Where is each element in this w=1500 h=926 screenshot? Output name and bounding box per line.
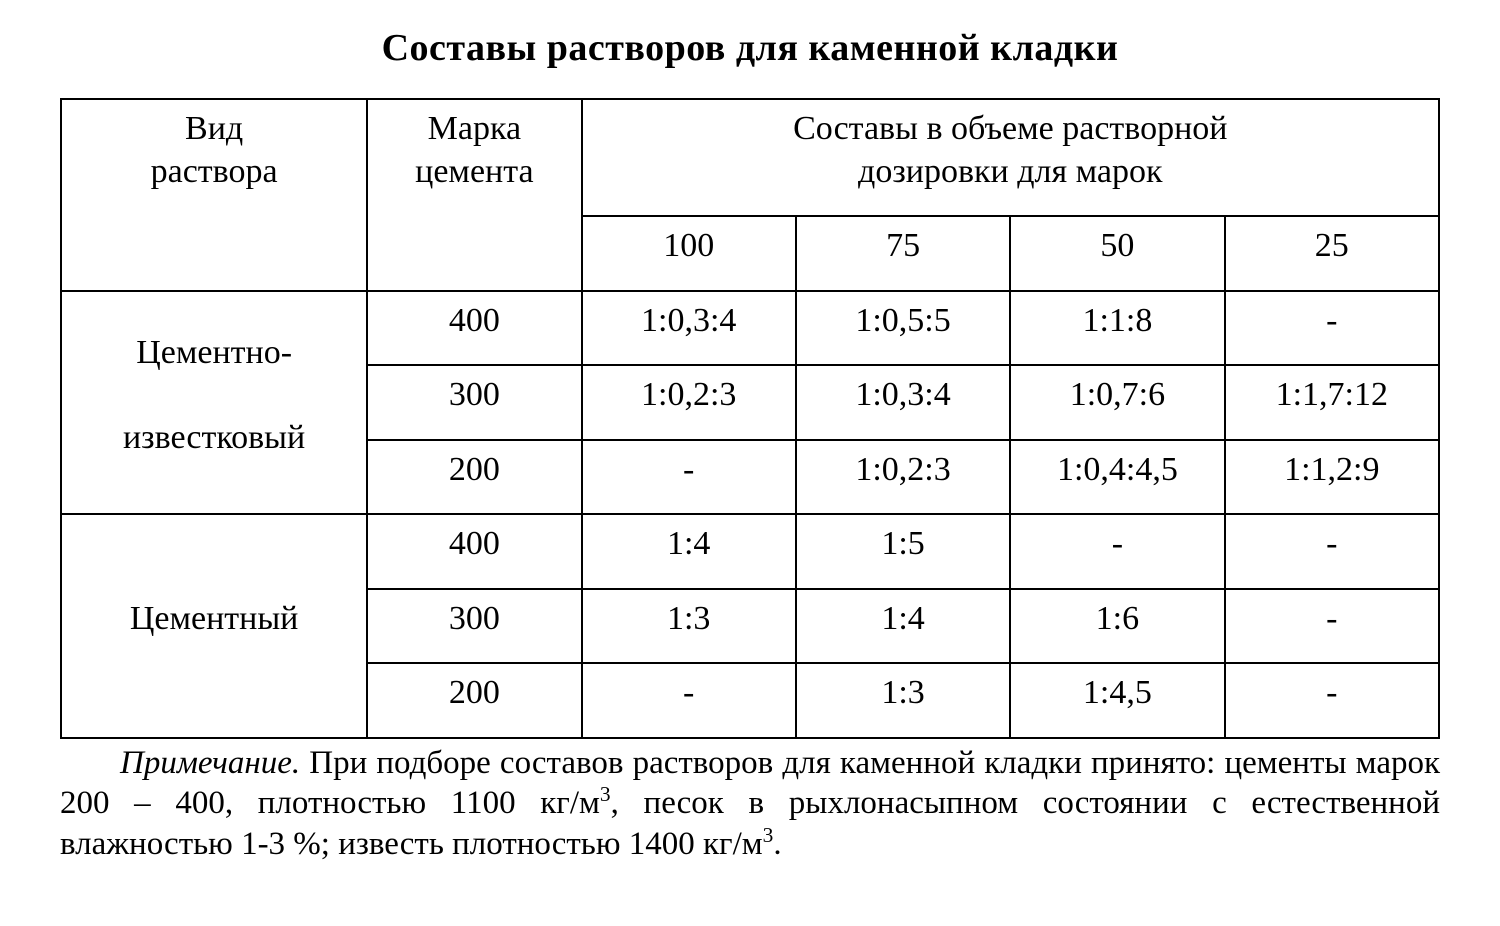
cell-grade: 300 [367, 365, 581, 440]
cell-mix: - [1225, 291, 1439, 366]
document-page: Составы растворов для каменной кладки Ви… [0, 0, 1500, 926]
cell-mix: 1:3 [582, 589, 796, 664]
cell-mix: - [1225, 663, 1439, 738]
cell-mix: - [582, 440, 796, 515]
cell-mix: 1:0,4:4,5 [1010, 440, 1224, 515]
footnote-sup: 3 [600, 782, 611, 806]
table-row: Цементный 400 1:4 1:5 - - [61, 514, 1439, 589]
footnote-label: Примечание. [120, 745, 300, 781]
footnote: Примечание. При подборе составов раствор… [60, 745, 1440, 864]
cell-mix: 1:4,5 [1010, 663, 1224, 738]
header-grade-50: 50 [1010, 216, 1224, 291]
table-row: Цементно- известковый 400 1:0,3:4 1:0,5:… [61, 291, 1439, 366]
header-mix-group: Составы в объеме растворнойдозировки для… [582, 99, 1439, 216]
mortar-table: Видраствора Маркацемента Составы в объем… [60, 98, 1440, 739]
footnote-sup: 3 [763, 823, 774, 847]
header-grade-25: 25 [1225, 216, 1439, 291]
cell-mix: 1:1:8 [1010, 291, 1224, 366]
cell-mix: 1:1,2:9 [1225, 440, 1439, 515]
cell-mix: 1:0,2:3 [796, 440, 1010, 515]
cell-grade: 400 [367, 291, 581, 366]
cell-mix: - [1225, 589, 1439, 664]
cell-grade: 300 [367, 589, 581, 664]
cell-mix: 1:1,7:12 [1225, 365, 1439, 440]
header-cement-grade: Маркацемента [367, 99, 581, 291]
cell-mix: 1:0,5:5 [796, 291, 1010, 366]
cell-mix: - [1010, 514, 1224, 589]
type-cell: Цементный [61, 514, 367, 738]
table-body: Цементно- известковый 400 1:0,3:4 1:0,5:… [61, 291, 1439, 738]
cell-mix: 1:4 [796, 589, 1010, 664]
footnote-text: . [773, 826, 781, 862]
cell-mix: 1:5 [796, 514, 1010, 589]
header-grade-75: 75 [796, 216, 1010, 291]
cell-grade: 400 [367, 514, 581, 589]
cell-grade: 200 [367, 663, 581, 738]
cell-mix: 1:0,2:3 [582, 365, 796, 440]
table-header: Видраствора Маркацемента Составы в объем… [61, 99, 1439, 291]
cell-mix: 1:6 [1010, 589, 1224, 664]
cell-grade: 200 [367, 440, 581, 515]
type-cell: Цементно- известковый [61, 291, 367, 515]
header-type: Видраствора [61, 99, 367, 291]
cell-mix: 1:4 [582, 514, 796, 589]
cell-mix: 1:0,3:4 [582, 291, 796, 366]
cell-mix: 1:3 [796, 663, 1010, 738]
cell-mix: 1:0,3:4 [796, 365, 1010, 440]
page-title: Составы растворов для каменной кладки [60, 26, 1440, 70]
header-grade-100: 100 [582, 216, 796, 291]
cell-mix: - [1225, 514, 1439, 589]
cell-mix: - [582, 663, 796, 738]
cell-mix: 1:0,7:6 [1010, 365, 1224, 440]
